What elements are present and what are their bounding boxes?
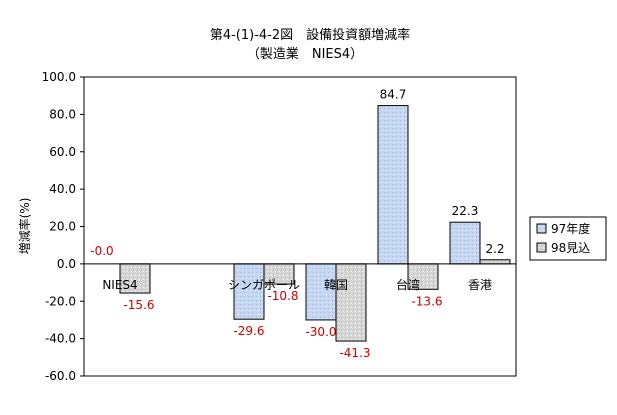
y-tick-label: 100.0	[42, 70, 76, 84]
data-label-97: -29.6	[233, 324, 264, 338]
data-label-97: 84.7	[380, 88, 407, 102]
x-category-label: シンガポール	[228, 278, 300, 292]
chart-title: 第4-(1)-4-2図 設備投資額増減率	[210, 27, 410, 43]
legend-swatch-98	[536, 242, 547, 253]
y-tick-label: 80.0	[49, 107, 76, 121]
bar-97	[233, 263, 265, 320]
data-label-97: -30.0	[305, 325, 336, 339]
y-tick-label: -20.0	[45, 294, 76, 308]
bar-97	[377, 105, 409, 265]
bar-98	[407, 263, 439, 290]
plot-area: NIES4 シンガポール 韓国 台湾 香港 -0.0 -29.6 -30.0 84.7 22.3 -…	[83, 76, 517, 377]
y-tick-label: 60.0	[49, 145, 76, 159]
data-label-98: -10.8	[267, 289, 298, 303]
x-category-label: 韓国	[324, 278, 348, 292]
data-label-98: -13.6	[411, 294, 442, 308]
legend: 97年度 98見込	[529, 216, 607, 261]
legend-label-98: 98見込	[551, 241, 590, 255]
y-tick-label: -60.0	[45, 369, 76, 383]
x-category-label: 台湾	[396, 277, 420, 292]
y-tick-label: -40.0	[45, 332, 76, 346]
legend-label-97: 97年度	[551, 221, 590, 236]
x-category-label: NIES4	[102, 278, 137, 292]
bar-98	[479, 259, 511, 265]
bar-98	[335, 263, 367, 342]
y-tick-label: 0.0	[57, 257, 76, 271]
y-axis: 100.0 80.0 60.0 40.0 20.0 0.0 -20.0 -40.0 -60.0	[42, 70, 84, 383]
y-tick-label: 40.0	[49, 182, 76, 196]
bar-97	[449, 221, 481, 265]
chart-subtitle: （製造業 NIES4）	[247, 46, 363, 62]
data-label-98: -41.3	[339, 346, 370, 360]
x-category-label: 香港	[468, 278, 492, 292]
y-axis-label: 増減率(%)	[17, 198, 32, 255]
plot-frame	[83, 76, 517, 377]
data-label-98: -15.6	[123, 298, 154, 312]
y-tick-label: 20.0	[49, 220, 76, 234]
data-label-98: 2.2	[485, 242, 504, 256]
data-label-97: 22.3	[452, 204, 479, 218]
legend-swatch-97	[536, 223, 547, 234]
bar-97	[305, 263, 337, 321]
data-label-97: -0.0	[90, 244, 113, 258]
